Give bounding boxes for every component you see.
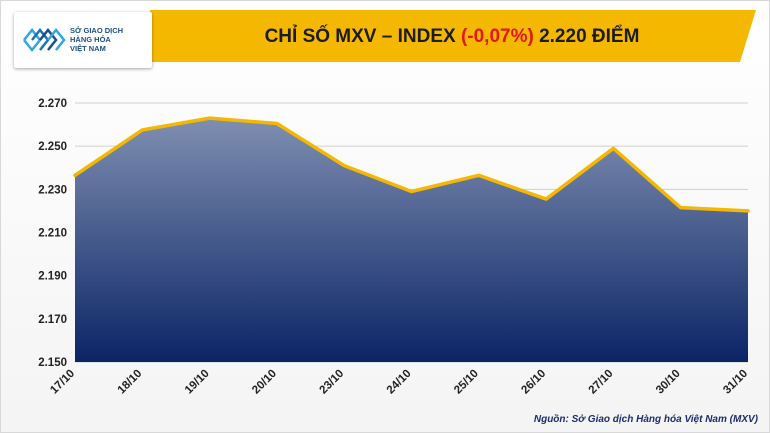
x-tick-label: 31/10 <box>721 368 750 397</box>
logo-line3: VIỆT NAM <box>70 44 106 53</box>
data-point <box>746 209 750 213</box>
x-tick-label: 23/10 <box>317 368 346 397</box>
data-point <box>410 189 413 193</box>
header-band <box>150 10 756 62</box>
y-tick-label: 2.170 <box>38 314 67 326</box>
x-tick-label: 19/10 <box>183 368 212 397</box>
x-tick-label: 18/10 <box>116 368 145 397</box>
data-point <box>544 197 548 201</box>
title-prefix: CHỈ SỐ MXV – INDEX <box>264 26 461 47</box>
data-point <box>73 173 77 177</box>
source-note: Nguồn: Sở Giao dịch Hàng hóa Việt Nam (M… <box>533 414 758 425</box>
data-point <box>611 146 615 150</box>
data-point <box>477 173 481 177</box>
y-tick-label: 2.250 <box>38 141 67 153</box>
x-tick-label: 25/10 <box>452 368 481 397</box>
series-area <box>75 118 748 362</box>
y-tick-label: 2.150 <box>38 357 67 369</box>
data-point <box>342 164 346 168</box>
y-tick-label: 2.230 <box>38 184 67 196</box>
data-point <box>275 122 279 126</box>
y-tick-label: 2.210 <box>38 228 67 240</box>
logo-chevrons-icon <box>23 27 66 53</box>
y-tick-label: 2.190 <box>38 271 67 283</box>
data-point <box>140 128 144 132</box>
y-tick-label: 2.270 <box>38 98 67 110</box>
chart-title: CHỈ SỐ MXV – INDEX (-0,07%) 2.220 ĐIỂM <box>152 20 752 54</box>
title-change: (-0,07%) <box>460 26 534 47</box>
data-point <box>208 116 212 120</box>
x-tick-label: 30/10 <box>654 368 683 397</box>
x-tick-label: 17/10 <box>48 368 77 397</box>
x-tick-label: 24/10 <box>385 368 414 397</box>
x-tick-label: 27/10 <box>587 368 616 397</box>
logo: SỞ GIAO DỊCH HÀNG HÓA VIỆT NAM <box>14 12 152 68</box>
logo-text: SỞ GIAO DỊCH HÀNG HÓA VIỆT NAM <box>70 26 150 53</box>
logo-line1: SỞ GIAO DỊCH <box>70 26 124 35</box>
logo-line2: HÀNG HÓA <box>70 35 111 44</box>
data-point <box>679 206 683 210</box>
title-suffix: 2.220 ĐIỂM <box>533 26 640 47</box>
x-tick-label: 20/10 <box>250 368 279 397</box>
x-tick-label: 26/10 <box>519 368 548 397</box>
